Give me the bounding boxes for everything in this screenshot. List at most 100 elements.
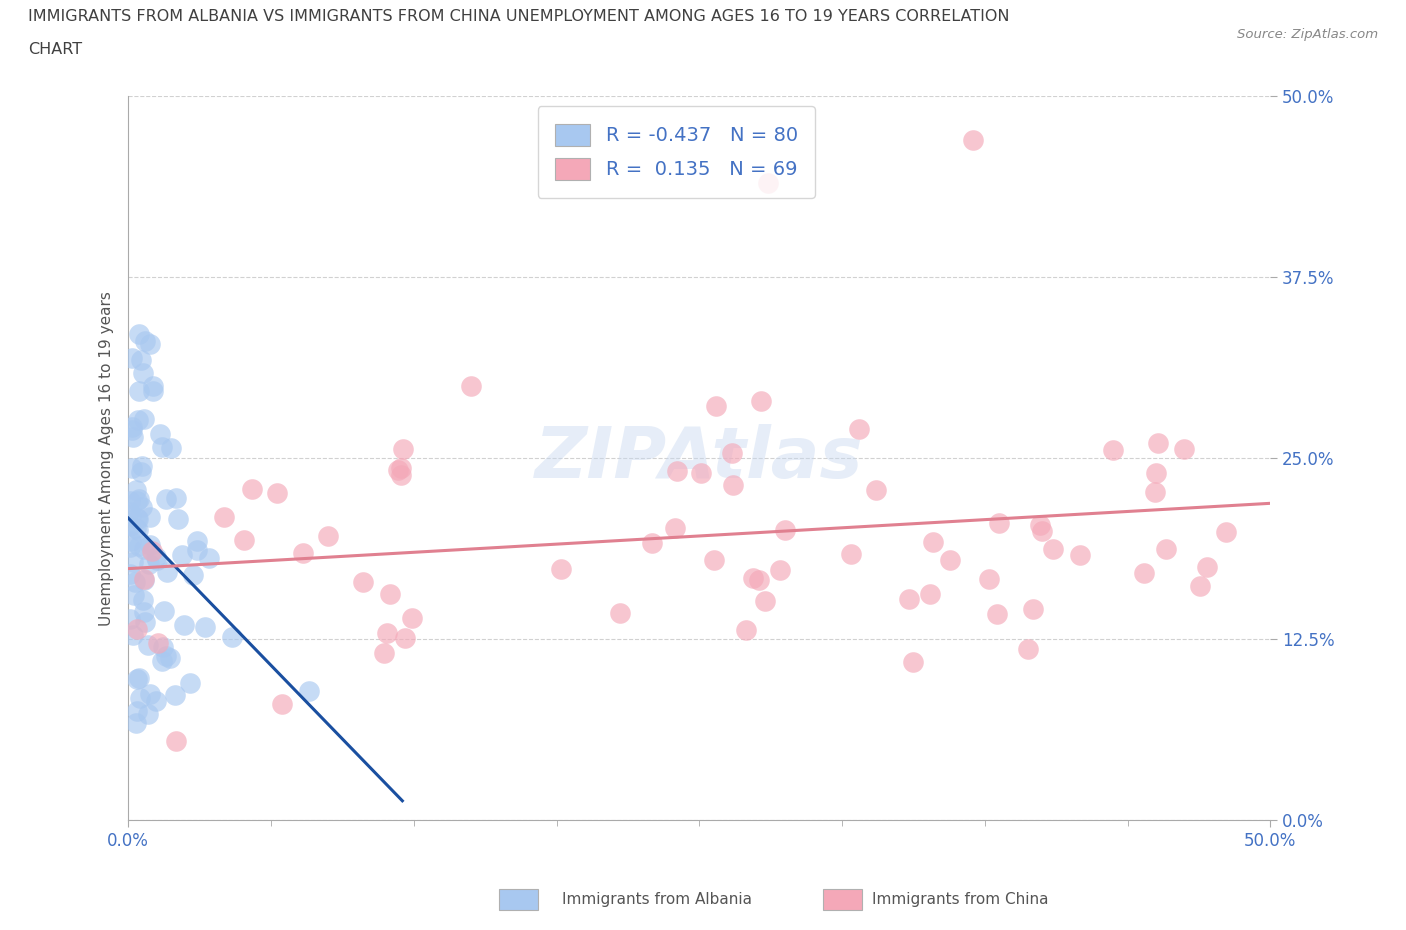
Point	[988, 516, 1011, 531]
Text: Immigrants from Albania: Immigrants from Albania	[562, 892, 752, 907]
Text: ZIPAtlas: ZIPAtlas	[536, 424, 863, 493]
Point	[134, 615, 156, 630]
Point	[1042, 541, 1064, 556]
Point	[159, 441, 181, 456]
Point	[298, 684, 321, 698]
Point	[121, 461, 143, 476]
Point	[665, 463, 688, 478]
Point	[387, 462, 409, 477]
Point	[865, 483, 887, 498]
Point	[150, 440, 173, 455]
Point	[146, 635, 169, 650]
Point	[120, 519, 142, 534]
Point	[132, 604, 155, 619]
Point	[179, 676, 201, 691]
Point	[118, 611, 141, 626]
Point	[128, 492, 150, 507]
Point	[460, 379, 482, 393]
Point	[186, 543, 208, 558]
Point	[125, 621, 148, 636]
Point	[1197, 559, 1219, 574]
Point	[233, 533, 256, 548]
Point	[1133, 565, 1156, 580]
Point	[145, 552, 167, 567]
Point	[127, 413, 149, 428]
Point	[165, 490, 187, 505]
Point	[129, 465, 152, 480]
Point	[131, 458, 153, 473]
Point	[173, 618, 195, 632]
Point	[938, 552, 960, 567]
Point	[128, 384, 150, 399]
Point	[1022, 602, 1045, 617]
Point	[127, 493, 149, 508]
Point	[316, 529, 339, 544]
Point	[1144, 485, 1167, 500]
Point	[131, 499, 153, 514]
Point	[1146, 435, 1168, 450]
Point	[373, 645, 395, 660]
Point	[550, 561, 572, 576]
Point	[1154, 541, 1177, 556]
Point	[664, 521, 686, 536]
Point	[121, 554, 143, 569]
Point	[901, 655, 924, 670]
Point	[747, 573, 769, 588]
Point	[292, 545, 315, 560]
Point	[352, 575, 374, 590]
Text: Source: ZipAtlas.com: Source: ZipAtlas.com	[1237, 28, 1378, 41]
Point	[118, 567, 141, 582]
Point	[212, 510, 235, 525]
Point	[120, 534, 142, 549]
Point	[155, 492, 177, 507]
Point	[773, 523, 796, 538]
Point	[129, 690, 152, 705]
Point	[120, 508, 142, 523]
Point	[118, 494, 141, 509]
Point	[962, 132, 984, 147]
Point	[156, 565, 179, 579]
Point	[122, 628, 145, 643]
Point	[155, 649, 177, 664]
Point	[128, 538, 150, 553]
Point	[159, 650, 181, 665]
Point	[1144, 465, 1167, 480]
Point	[1188, 578, 1211, 593]
Point	[121, 423, 143, 438]
Point	[240, 482, 263, 497]
Point	[221, 629, 243, 644]
Point	[138, 538, 160, 552]
Point	[394, 631, 416, 645]
Point	[134, 573, 156, 588]
Point	[132, 365, 155, 380]
Point	[841, 547, 863, 562]
Point	[1173, 442, 1195, 457]
Text: IMMIGRANTS FROM ALBANIA VS IMMIGRANTS FROM CHINA UNEMPLOYMENT AMONG AGES 16 TO 1: IMMIGRANTS FROM ALBANIA VS IMMIGRANTS FR…	[28, 9, 1010, 24]
Point	[128, 671, 150, 686]
Point	[704, 398, 727, 413]
Point	[136, 638, 159, 653]
Point	[181, 567, 204, 582]
Point	[977, 572, 1000, 587]
Point	[734, 622, 756, 637]
Point	[186, 533, 208, 548]
Point	[132, 592, 155, 607]
Point	[125, 671, 148, 686]
Point	[640, 536, 662, 551]
Point	[1028, 518, 1050, 533]
Point	[749, 393, 772, 408]
Point	[121, 430, 143, 445]
Point	[124, 575, 146, 590]
Y-axis label: Unemployment Among Ages 16 to 19 years: Unemployment Among Ages 16 to 19 years	[100, 291, 114, 626]
Point	[125, 520, 148, 535]
Point	[1031, 524, 1053, 538]
Point	[121, 419, 143, 434]
Point	[756, 176, 779, 191]
Point	[986, 606, 1008, 621]
Point	[742, 570, 765, 585]
Point	[165, 734, 187, 749]
Point	[194, 619, 217, 634]
Point	[127, 512, 149, 526]
Point	[703, 552, 725, 567]
Point	[1069, 548, 1091, 563]
